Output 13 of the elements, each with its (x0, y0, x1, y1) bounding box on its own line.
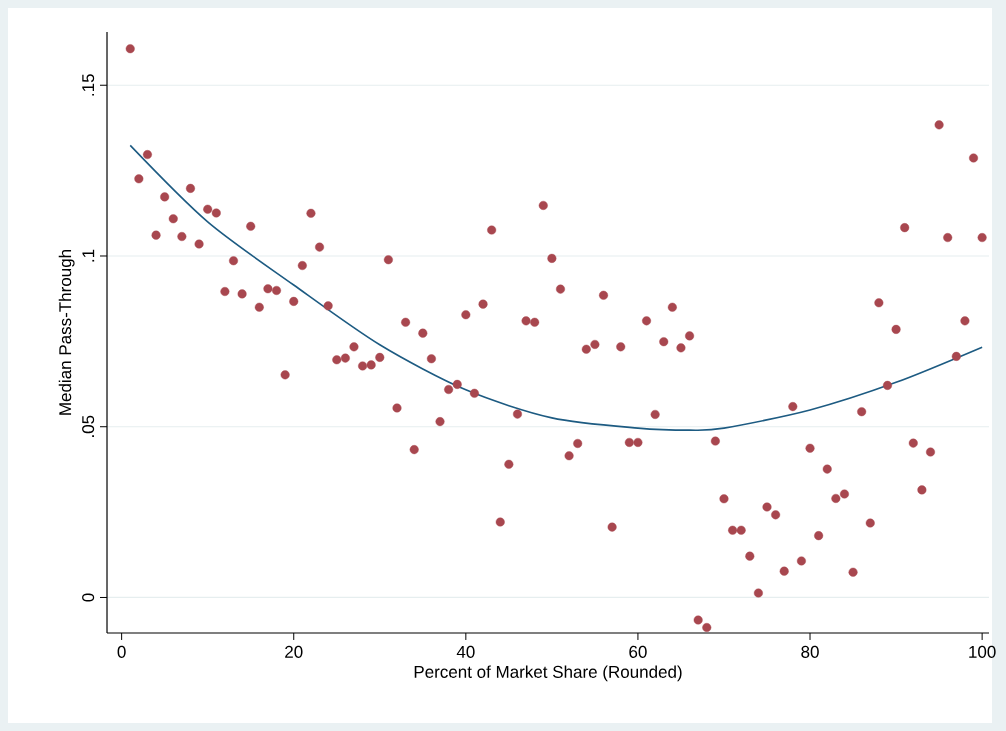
x-axis-title: Percent of Market Share (Rounded) (414, 665, 682, 682)
y-tick-label: .05 (82, 415, 95, 437)
y-tick-label: .15 (82, 74, 95, 96)
x-tick-label: 60 (629, 645, 647, 658)
x-tick-label: 80 (801, 645, 819, 658)
x-tick-label: 100 (969, 645, 996, 658)
x-tick-label: 0 (117, 645, 126, 658)
y-tick-label: .1 (82, 249, 95, 262)
y-axis-title: Median Pass-Through (58, 250, 75, 415)
x-tick-label: 40 (456, 645, 475, 658)
x-tick-label: 20 (285, 645, 303, 658)
line-series (129, 144, 983, 431)
y-tick-label: 0 (82, 593, 95, 602)
